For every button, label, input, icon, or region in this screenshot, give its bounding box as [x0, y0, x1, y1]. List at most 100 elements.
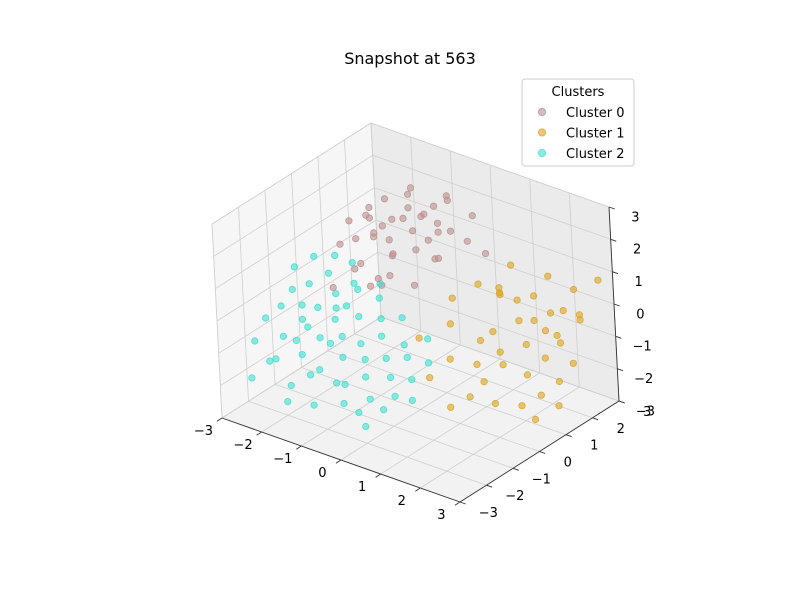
- data-point-cluster-0: [420, 210, 428, 218]
- data-point-cluster-0: [434, 254, 443, 262]
- data-point-cluster-0: [345, 217, 353, 225]
- z-axis-tick: [613, 303, 620, 307]
- y-axis-tick-label: 0: [564, 456, 572, 471]
- data-point-cluster-1: [541, 327, 550, 335]
- grid-line-y-floor: [248, 400, 487, 486]
- data-point-cluster-2: [331, 315, 339, 323]
- legend-marker: [538, 148, 547, 157]
- data-point-cluster-2: [408, 396, 416, 404]
- data-point-cluster-1: [569, 285, 578, 294]
- legend: Clusters Cluster 0 Cluster 1 Cluster 2: [521, 78, 635, 167]
- data-point-cluster-0: [406, 184, 415, 192]
- data-point-cluster-2: [380, 406, 388, 414]
- data-point-cluster-1: [522, 340, 530, 349]
- x-axis-tick-label: 0: [318, 466, 326, 481]
- data-point-cluster-2: [316, 334, 324, 342]
- grid-line-z-back: [379, 284, 618, 370]
- y-axis-tick-label: 1: [590, 439, 598, 454]
- data-point-cluster-0: [386, 271, 394, 280]
- data-point-cluster-2: [403, 353, 411, 361]
- data-point-cluster-2: [333, 379, 341, 387]
- z-axis-tick-label: 0: [636, 307, 644, 322]
- z-axis-tick: [615, 335, 622, 339]
- data-point-cluster-2: [324, 269, 333, 277]
- data-point-cluster-1: [499, 361, 507, 369]
- data-point-cluster-1: [531, 415, 540, 424]
- grid-line-z-left: [213, 154, 373, 257]
- y-axis-tick-label: −1: [532, 472, 551, 487]
- x-axis-tick-label: −3: [194, 424, 213, 439]
- grid-line-z-left: [218, 251, 378, 354]
- grid-line-y-floor: [301, 367, 540, 452]
- grid-line-z-back: [372, 154, 611, 240]
- grid-line-z-left: [216, 219, 377, 322]
- data-point-cluster-2: [306, 371, 315, 379]
- data-point-cluster-2: [355, 408, 363, 417]
- data-points: [248, 184, 602, 431]
- data-point-cluster-0: [365, 214, 373, 222]
- x-axis-tick-label: 1: [358, 480, 366, 495]
- legend-entries: Cluster 0 Cluster 1 Cluster 2: [538, 106, 625, 162]
- data-point-cluster-2: [262, 314, 270, 322]
- data-point-cluster-0: [370, 229, 378, 237]
- y-axis-tick: [539, 451, 546, 454]
- legend-marker: [538, 128, 547, 137]
- data-point-cluster-2: [354, 285, 362, 293]
- data-point-cluster-1: [491, 399, 499, 408]
- data-point-cluster-2: [304, 323, 312, 331]
- y-axis-tick: [512, 467, 519, 471]
- data-point-cluster-1: [530, 316, 538, 325]
- z-axis-tick-label: −3: [636, 404, 655, 419]
- data-point-cluster-0: [429, 202, 438, 210]
- data-point-cluster-0: [403, 190, 412, 198]
- data-point-cluster-2: [366, 395, 374, 403]
- data-point-cluster-1: [523, 371, 532, 379]
- x-axis-tick-label: −2: [234, 438, 253, 453]
- data-point-cluster-0: [380, 195, 389, 203]
- grid-line-y-floor: [274, 383, 514, 469]
- data-point-cluster-1: [446, 320, 454, 328]
- z-axis-tick: [608, 206, 615, 210]
- data-point-cluster-1: [594, 276, 602, 284]
- z-axis-tick-label: −2: [634, 372, 653, 387]
- data-point-cluster-2: [350, 279, 358, 287]
- data-point-cluster-1: [495, 284, 503, 292]
- data-point-cluster-0: [378, 222, 386, 230]
- data-point-cluster-2: [298, 350, 306, 359]
- data-point-cluster-1: [541, 354, 549, 362]
- data-point-cluster-1: [575, 311, 584, 319]
- data-point-cluster-1: [496, 348, 504, 356]
- z-axis-tick: [617, 368, 624, 372]
- data-point-cluster-0: [357, 259, 365, 268]
- data-point-cluster-2: [298, 315, 306, 323]
- data-point-cluster-0: [463, 237, 471, 245]
- x-axis-tick-label: −1: [273, 452, 292, 467]
- legend-frame: [521, 78, 635, 167]
- data-point-cluster-0: [385, 236, 393, 244]
- data-point-cluster-0: [412, 246, 420, 254]
- data-point-cluster-2: [287, 381, 295, 390]
- data-point-cluster-1: [569, 359, 577, 367]
- data-point-cluster-1: [513, 296, 521, 304]
- z-axis-tick-label: −1: [633, 340, 652, 355]
- data-point-cluster-2: [338, 332, 346, 341]
- data-point-cluster-2: [279, 332, 287, 340]
- data-point-cluster-2: [424, 335, 432, 343]
- y-axis-tick-label: −3: [479, 506, 498, 521]
- data-point-cluster-0: [366, 282, 375, 290]
- data-point-cluster-0: [481, 250, 490, 258]
- data-point-cluster-2: [314, 303, 322, 311]
- data-point-cluster-0: [374, 274, 382, 283]
- data-point-cluster-2: [310, 401, 318, 409]
- y-axis-tick: [459, 501, 466, 505]
- data-point-cluster-2: [398, 314, 406, 322]
- legend-marker: [538, 108, 547, 117]
- grid-line-z-back: [380, 316, 620, 402]
- data-point-cluster-2: [357, 340, 365, 348]
- legend-title: Clusters: [552, 85, 605, 100]
- x-axis-tick-label: 3: [437, 508, 445, 523]
- data-point-cluster-0: [408, 227, 417, 235]
- data-point-cluster-1: [546, 309, 555, 317]
- data-point-cluster-1: [515, 317, 523, 325]
